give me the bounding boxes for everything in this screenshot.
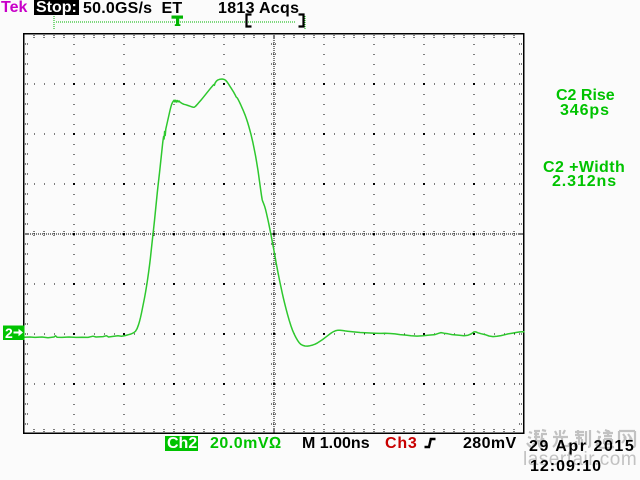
svg-text:2: 2 — [5, 325, 13, 341]
svg-text:laserfair.com: laserfair.com — [523, 449, 637, 470]
